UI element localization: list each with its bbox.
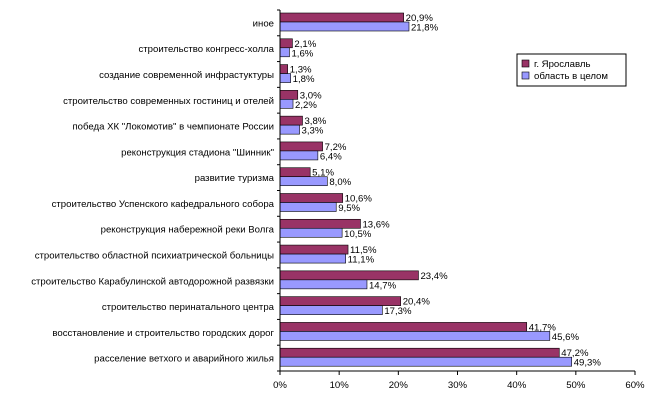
bar-yaroslavl (279, 38, 293, 49)
bar-region (279, 305, 383, 315)
bar-region (279, 356, 572, 367)
data-label-region: 17,3% (384, 306, 412, 317)
bar-region (279, 279, 368, 290)
legend-label-region: область в целом (534, 71, 608, 82)
x-tick-label: 50% (566, 380, 586, 391)
data-label-yaroslavl: 11,5% (350, 245, 377, 256)
bar-region (279, 99, 294, 109)
category-label: развитие туризма (195, 173, 275, 184)
bar-yaroslavl (279, 115, 303, 126)
data-label-yaroslavl: 47,2% (561, 348, 589, 359)
data-label-region: 49,3% (574, 358, 602, 369)
x-tick-label: 10% (330, 380, 350, 391)
bar-yaroslavl (279, 167, 311, 178)
bar-yaroslavl (279, 12, 404, 23)
category-label: реконструкция набережной реки Волга (101, 225, 275, 236)
legend-swatch-yaroslavl (521, 59, 530, 68)
bars-group (279, 12, 572, 367)
category-label: победа ХК "Локомотив" в чемпионате Росси… (72, 122, 274, 133)
bar-yaroslavl (279, 296, 401, 306)
category-label: создание современной инфрастуктуры (99, 70, 274, 81)
category-label: строительство Карабулинской автодорожной… (31, 276, 274, 287)
category-label: восстановление и строительство городских… (52, 328, 274, 339)
bar-region (279, 150, 319, 161)
data-label-yaroslavl: 10,6% (345, 194, 373, 205)
data-label-region: 14,7% (369, 280, 397, 291)
legend: г. Ярославль область в целом (516, 53, 627, 87)
bar-region (279, 253, 346, 264)
x-tick-label: 30% (448, 380, 468, 391)
data-label-yaroslavl: 23,4% (420, 271, 448, 282)
legend-swatch-region (521, 71, 530, 80)
bar-region (279, 227, 343, 238)
data-label-yaroslavl: 20,9% (406, 13, 434, 24)
x-tick-label: 20% (389, 380, 409, 391)
data-label-region: 8,0% (329, 177, 351, 188)
category-label: строительство конгресс-холла (138, 44, 274, 55)
data-label-region: 6,4% (320, 151, 342, 162)
category-label: строительство перинатального центра (102, 302, 275, 313)
data-label-region: 11,1% (348, 255, 375, 266)
data-labels: 20,9%21,8% 2,1%1,6% 1,3%1,8% 3,0%2,2% 3,8%3,… (290, 13, 602, 369)
bar-region (279, 202, 337, 212)
bar-yaroslavl (279, 244, 349, 255)
category-label: иное (253, 18, 274, 29)
data-label-yaroslavl: 3,8% (304, 116, 326, 127)
data-label-yaroslavl: 20,4% (403, 297, 431, 308)
data-label-yaroslavl: 5,1% (312, 168, 334, 179)
legend-box (516, 53, 627, 87)
bar-yaroslavl (279, 193, 344, 203)
data-label-region: 1,6% (291, 48, 313, 59)
legend-label-yaroslavl: г. Ярославль (534, 59, 590, 70)
data-label-region: 21,8% (411, 23, 439, 34)
bar-yaroslavl (279, 322, 528, 332)
x-tick-label: 0% (273, 380, 287, 391)
x-tick-label: 60% (625, 380, 645, 391)
category-labels: иное строительство конгресс-холла создание… (31, 18, 274, 364)
data-label-yaroslavl: 7,2% (325, 142, 347, 153)
data-label-region: 3,3% (302, 126, 324, 137)
data-label-yaroslavl: 1,3% (290, 65, 312, 76)
data-label-yaroslavl: 13,6% (362, 219, 390, 230)
bar-yaroslavl (279, 270, 419, 281)
data-label-region: 2,2% (295, 100, 317, 111)
category-label: расселение ветхого и аварийного жилья (94, 354, 274, 365)
data-label-region: 45,6% (552, 332, 580, 343)
bar-yaroslavl (279, 90, 299, 100)
data-label-yaroslavl: 41,7% (529, 322, 557, 333)
bar-region (279, 124, 300, 135)
bar-region (279, 47, 290, 58)
category-label: строительство Успенского кафедрального с… (52, 199, 275, 210)
bar-yaroslavl (279, 64, 288, 74)
x-tick-label: 40% (507, 380, 527, 391)
data-label-region: 1,8% (293, 74, 315, 85)
category-label: реконструкция стадиона "Шинник" (121, 147, 274, 158)
bar-region (279, 331, 551, 341)
category-label: строительство областной психиатрической … (35, 250, 274, 261)
data-label-region: 10,5% (344, 229, 372, 240)
data-label-yaroslavl: 2,1% (294, 39, 316, 50)
bar-yaroslavl (279, 347, 560, 358)
category-label: строительство современных гостиниц и оте… (63, 96, 274, 107)
axes: 0% 10% 20% 30% 40% 50% 60% (273, 9, 645, 391)
bar-yaroslavl (279, 218, 361, 229)
bar-region (279, 21, 410, 32)
data-label-yaroslavl: 3,0% (300, 90, 322, 101)
data-label-region: 9,5% (338, 203, 360, 214)
bar-yaroslavl (279, 141, 323, 152)
